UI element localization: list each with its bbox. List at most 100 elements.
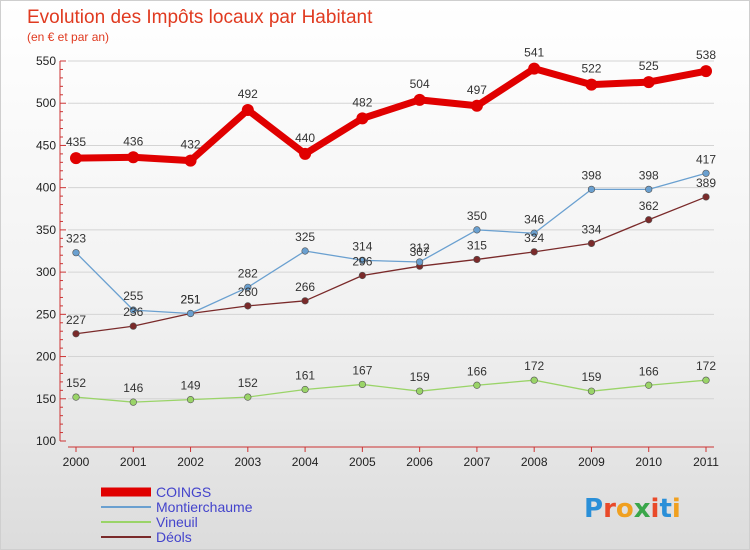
series-line-vineuil (75, 379, 707, 403)
data-point (72, 249, 80, 257)
data-point (473, 226, 481, 234)
data-point (416, 387, 424, 395)
data-label: 325 (295, 230, 315, 244)
data-label: 440 (295, 131, 315, 145)
data-label: 172 (696, 359, 716, 373)
data-label: 149 (181, 379, 201, 393)
data-label: 497 (467, 83, 487, 97)
data-label: 315 (467, 238, 487, 252)
data-point (530, 248, 538, 256)
data-point (129, 322, 137, 330)
data-point (530, 229, 538, 237)
data-label: 362 (639, 199, 659, 213)
data-label: 251 (181, 292, 201, 306)
data-label: 398 (581, 168, 601, 182)
data-point (301, 247, 309, 255)
data-label: 504 (410, 77, 430, 91)
data-point (241, 103, 254, 116)
data-label: 152 (238, 376, 258, 390)
data-point (301, 385, 309, 394)
data-point (413, 93, 426, 106)
data-label: 350 (467, 209, 487, 223)
x-tick-label: 2000 (63, 455, 90, 469)
chart-subtitle: (en € et par an) (27, 30, 109, 44)
series-line-déols (75, 196, 707, 335)
series-line-coings (75, 65, 707, 165)
data-point (470, 99, 483, 112)
data-point (587, 387, 596, 395)
data-label: 314 (352, 239, 372, 253)
data-point (587, 239, 596, 247)
data-label: 227 (66, 313, 86, 327)
data-label: 346 (524, 212, 544, 226)
data-label: 159 (410, 370, 430, 384)
data-point (244, 302, 252, 310)
data-label: 266 (295, 280, 315, 294)
legend-label-montierchaume: Montierchaume (156, 499, 253, 515)
y-tick-label: 450 (36, 138, 56, 152)
x-tick-label: 2001 (120, 455, 147, 469)
data-point (473, 255, 481, 264)
data-label: 236 (123, 305, 143, 319)
x-tick-label: 2008 (521, 455, 548, 469)
data-point (587, 185, 596, 193)
y-tick-label: 550 (36, 54, 56, 68)
data-label: 541 (524, 46, 544, 60)
data-label: 435 (66, 135, 86, 149)
data-label: 334 (581, 222, 601, 236)
y-tick-label: 500 (36, 96, 56, 110)
data-point (184, 154, 197, 167)
legend-label-déols: Déols (156, 529, 192, 545)
y-tick-label: 400 (36, 181, 56, 195)
data-label: 307 (410, 245, 430, 259)
data-point (645, 185, 653, 193)
data-point (129, 398, 137, 406)
data-label: 312 (410, 241, 430, 255)
data-point (530, 376, 538, 384)
data-label: 492 (238, 87, 258, 101)
x-tick-label: 2011 (693, 455, 719, 469)
data-point (585, 78, 598, 91)
data-point (702, 169, 710, 177)
data-point (416, 258, 424, 266)
data-label: 432 (181, 138, 201, 152)
series-layer (70, 62, 712, 406)
y-tick-label: 150 (36, 392, 56, 406)
data-label: 389 (696, 176, 716, 190)
data-label: 417 (696, 152, 716, 166)
x-tick-label: 2009 (578, 455, 605, 469)
x-tick-label: 2006 (406, 455, 433, 469)
data-label: 398 (639, 168, 659, 182)
data-point (301, 297, 309, 305)
data-point (299, 147, 312, 160)
axis-layer: 100 150 200 250 300 350 400 450 500 550 2000 2001 20… (36, 54, 719, 469)
y-tick-label: 300 (36, 265, 56, 279)
data-label: 161 (295, 368, 315, 382)
data-point (358, 256, 366, 264)
data-point (528, 62, 541, 75)
data-point (702, 376, 710, 384)
data-point (244, 393, 252, 401)
data-point (72, 330, 80, 338)
x-tick-label: 2002 (177, 455, 204, 469)
y-tick-label: 350 (36, 223, 56, 237)
data-label: 296 (352, 254, 372, 268)
data-point (473, 381, 481, 389)
data-label: 167 (352, 363, 372, 377)
x-tick-label: 2005 (349, 455, 376, 469)
x-tick-label: 2004 (292, 455, 319, 469)
data-label: 172 (524, 359, 544, 373)
data-label: 260 (238, 285, 258, 299)
data-label-layer: 435 436 432 492 440 482 504 497 541 522 525 538 323 2… (66, 46, 716, 396)
data-point (72, 393, 80, 401)
data-label: 146 (123, 381, 143, 395)
data-point (358, 271, 366, 280)
data-label: 538 (696, 48, 716, 62)
data-point (186, 396, 195, 404)
logo-text: Proxiti (584, 494, 681, 524)
data-label: 324 (524, 231, 544, 245)
proxiti-logo: Proxiti (584, 494, 681, 524)
